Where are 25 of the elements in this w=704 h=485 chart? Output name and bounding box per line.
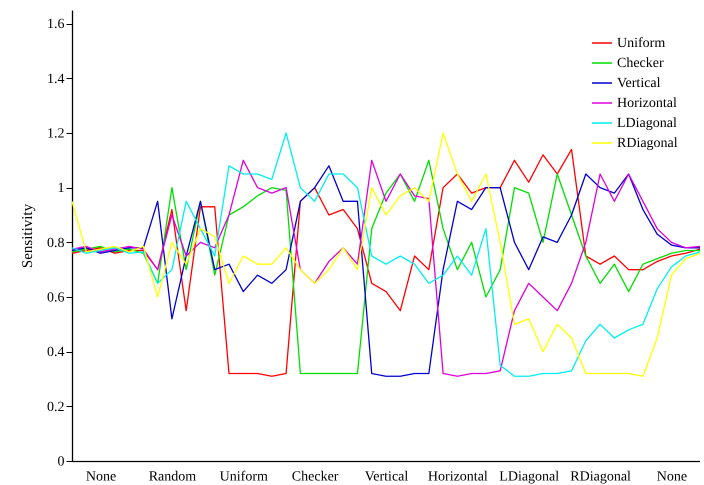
legend-label: LDiagonal [617,116,677,131]
y-tick-label: 0.2 [47,400,64,415]
y-tick-label: 1.4 [47,72,64,87]
x-tick-label: Horizontal [428,470,488,484]
x-tick-label: Random [148,470,196,484]
y-tick-label: 1.2 [47,126,64,142]
y-tick-label: 0 [58,454,64,470]
y-tick-label: 0.8 [47,236,64,251]
y-tick-label: 0.6 [47,290,64,306]
y-tick-label: 0.4 [47,345,64,360]
y-tick-label: 1.6 [47,17,64,32]
legend-label: RDiagonal [617,136,678,151]
legend-label: Checker [617,56,664,71]
x-tick-label: LDiagonal [499,470,560,484]
y-tick-label: 1 [58,181,64,196]
x-tick-label: RDiagonal [570,470,632,484]
y-axis-title: Sensitivity [20,203,36,268]
x-tick-label: None [656,470,688,484]
x-tick-label: Checker [292,470,339,484]
x-tick-label: Vertical [364,470,408,484]
x-tick-label: Uniform [220,470,268,484]
legend-label: Horizontal [617,96,677,111]
legend-label: Uniform [617,36,666,51]
legend-label: Vertical [617,76,661,91]
x-tick-label: None [86,470,116,484]
